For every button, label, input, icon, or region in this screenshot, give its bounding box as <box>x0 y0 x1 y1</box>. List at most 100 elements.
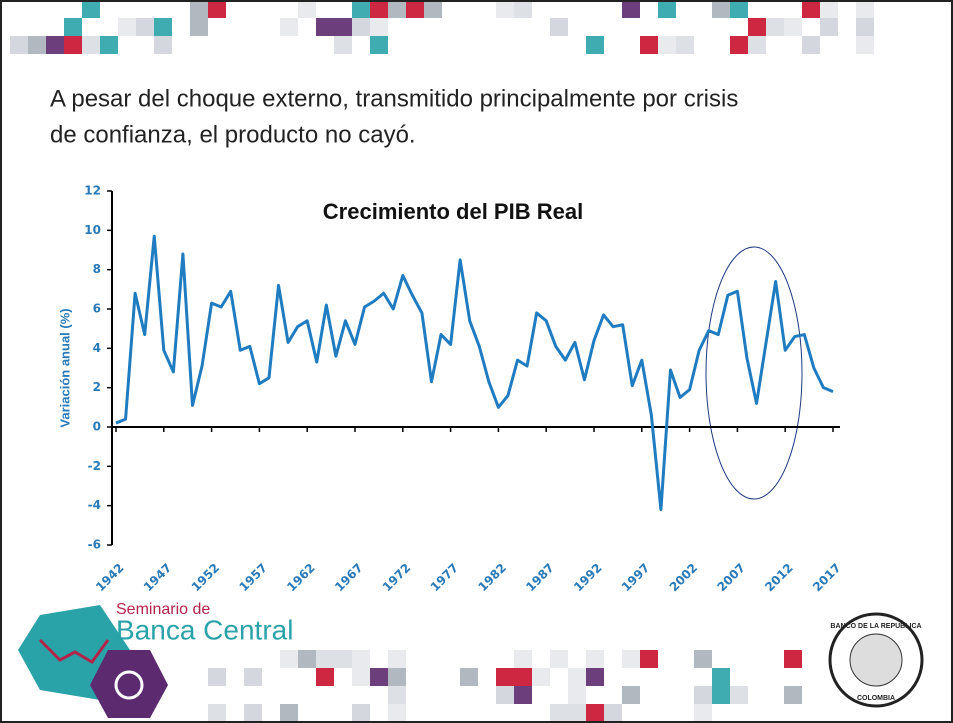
deco-square <box>514 650 532 668</box>
x-tick-label: 1957 <box>236 561 270 595</box>
x-tick-label: 1967 <box>332 561 366 595</box>
plot: -6 -4 -2 0 2 4 6 8 10 12 1942 1947 1952 1957 1962 1967 1… <box>84 184 843 595</box>
deco-square <box>334 650 352 668</box>
deco-square <box>298 650 316 668</box>
deco-square <box>10 36 28 54</box>
logo: Seminario de Banca Central <box>18 601 293 718</box>
deco-square <box>154 36 172 54</box>
deco-square <box>730 0 748 18</box>
slide-text: de confianza, el producto no cayó. <box>50 121 416 148</box>
deco-square <box>856 36 874 54</box>
seal-text: BANCO DE LA REPUBLICA <box>830 623 921 630</box>
deco-square <box>280 650 298 668</box>
deco-square <box>550 704 568 722</box>
deco-square <box>748 18 766 36</box>
logo-coin <box>114 670 144 700</box>
y-tick-label: -6 <box>88 538 101 552</box>
deco-square <box>352 0 370 18</box>
deco-square <box>352 704 370 722</box>
x-tick-label: 1947 <box>141 561 175 595</box>
logo-text: Seminario de <box>116 601 210 618</box>
deco-square <box>388 0 406 18</box>
y-axis-label: Variación anual (%) <box>57 308 72 427</box>
deco-square <box>730 686 748 704</box>
deco-square <box>244 704 262 722</box>
x-tick-label: 1977 <box>428 561 462 595</box>
deco-square <box>82 0 100 18</box>
deco-square <box>100 36 118 54</box>
deco-square <box>388 704 406 722</box>
deco-square <box>244 668 262 686</box>
y-tick-label: 4 <box>93 341 101 355</box>
deco-square <box>586 704 604 722</box>
logo-text: Banca Central <box>116 614 293 645</box>
y-tick-label: -4 <box>88 498 101 512</box>
deco-square <box>334 36 352 54</box>
deco-square <box>640 36 658 54</box>
deco-square <box>820 18 838 36</box>
deco-square <box>622 0 640 18</box>
deco-square <box>622 650 640 668</box>
x-tick-label: 1997 <box>619 561 653 595</box>
deco-square <box>208 668 226 686</box>
deco-square <box>712 668 730 686</box>
y-tick-label: 6 <box>93 302 101 316</box>
deco-square <box>496 686 514 704</box>
deco-square <box>388 686 406 704</box>
x-tick-label: 2012 <box>762 561 796 595</box>
logo-shape <box>90 650 168 718</box>
seal: BANCO DE LA REPUBLICA COLOMBIA <box>828 612 924 708</box>
chart-title: Crecimiento del PIB Real <box>323 199 583 224</box>
deco-square <box>784 18 802 36</box>
deco-square <box>154 18 172 36</box>
deco-square <box>820 0 838 18</box>
deco-square <box>802 0 820 18</box>
deco-square <box>748 36 766 54</box>
x-tick-label: 1942 <box>93 561 127 595</box>
deco-square <box>190 18 208 36</box>
y-tick-label: 8 <box>93 262 101 276</box>
deco-square <box>730 36 748 54</box>
deco-square <box>712 0 730 18</box>
deco-square <box>316 650 334 668</box>
deco-square <box>64 18 82 36</box>
deco-square <box>856 18 874 36</box>
deco-square <box>406 0 424 18</box>
deco-square <box>694 650 712 668</box>
deco-square <box>316 18 334 36</box>
deco-square <box>118 18 136 36</box>
deco-square <box>622 686 640 704</box>
deco-square <box>568 668 586 686</box>
deco-square <box>514 686 532 704</box>
deco-square <box>550 650 568 668</box>
deco-square <box>28 36 46 54</box>
deco-square <box>640 650 658 668</box>
y-tick-label: 12 <box>84 184 101 198</box>
x-tick-label: 2002 <box>667 561 701 595</box>
deco-square <box>568 686 586 704</box>
deco-square <box>550 18 568 36</box>
deco-square <box>316 668 334 686</box>
logo-line <box>38 638 110 664</box>
deco-square <box>694 686 712 704</box>
y-tick-label: 0 <box>93 420 101 434</box>
deco-square <box>802 36 820 54</box>
deco-square <box>856 0 874 18</box>
deco-square <box>298 0 316 18</box>
seal-text: COLOMBIA <box>857 695 895 702</box>
x-tick-label: 2007 <box>714 561 748 595</box>
deco-square <box>604 704 622 722</box>
deco-square <box>658 0 676 18</box>
deco-square <box>568 704 586 722</box>
data-line <box>115 234 834 512</box>
deco-square <box>496 668 514 686</box>
deco-square <box>388 650 406 668</box>
deco-square <box>586 36 604 54</box>
deco-square <box>370 36 388 54</box>
deco-square <box>424 0 442 18</box>
y-tick-label: -2 <box>88 459 101 473</box>
x-tick-label: 1952 <box>189 561 223 595</box>
deco-square <box>280 704 298 722</box>
